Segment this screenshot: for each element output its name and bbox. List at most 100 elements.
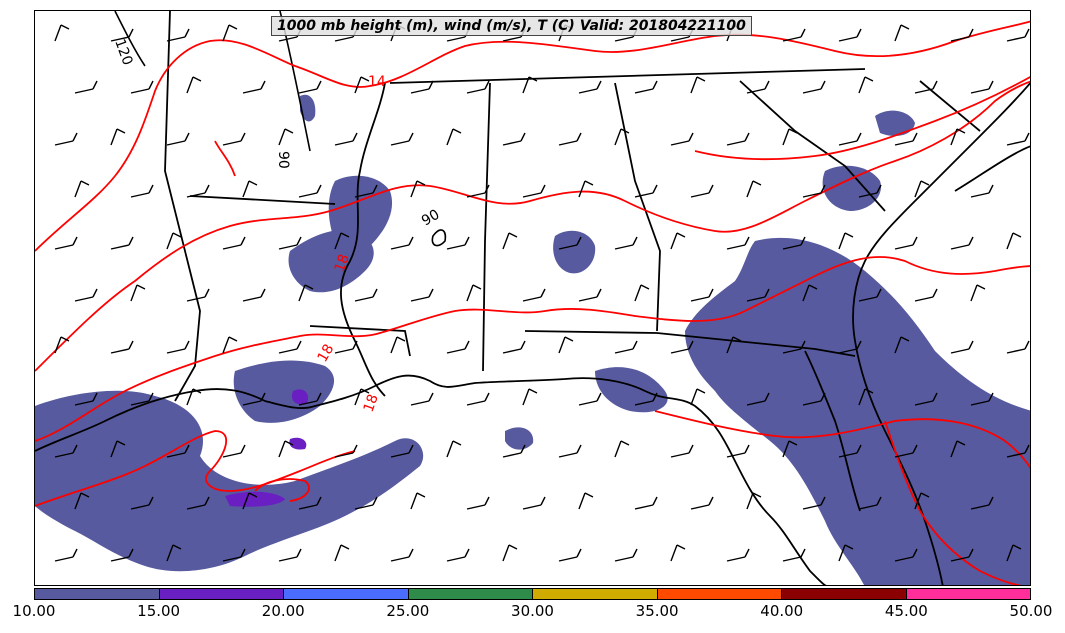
wind-barb-icon xyxy=(278,548,302,562)
wind-barb-icon xyxy=(446,548,470,562)
precip-area-georgia xyxy=(553,230,596,274)
temp-label-18a: 18 xyxy=(332,252,353,274)
wind-barb-icon xyxy=(278,236,302,250)
wind-barb-icon xyxy=(410,80,434,94)
wind-barb-icon xyxy=(914,180,930,198)
wind-barb-icon xyxy=(782,128,798,146)
temp-contour-2 xyxy=(35,20,1030,252)
wind-barb-icon xyxy=(278,128,294,146)
wind-barb-icon xyxy=(690,388,706,406)
wind-barb-icon xyxy=(242,392,266,406)
wind-barb-icon xyxy=(838,340,862,354)
wind-barb-icon xyxy=(578,80,602,94)
wind-barb-icon xyxy=(186,184,210,198)
precip-heavy xyxy=(225,389,309,507)
map-panel: 120 90 90 14 18 18 18 xyxy=(34,10,1031,586)
wind-barb-icon xyxy=(1006,28,1030,42)
colorbar-segment-1 xyxy=(158,589,283,599)
wind-barb-icon xyxy=(110,128,126,146)
wind-barb-icon xyxy=(838,132,862,146)
wind-barb-icon xyxy=(894,132,918,146)
state-border-ga-sc xyxy=(739,80,886,212)
state-border-north xyxy=(389,68,866,84)
atlantic-coastline xyxy=(852,81,1030,585)
wind-barb-icon xyxy=(242,492,258,510)
wind-barb-icon xyxy=(726,336,742,354)
colorbar-tick-label: 45.00 xyxy=(884,602,928,620)
wind-barb-icon xyxy=(354,388,370,406)
precip-area-west-gulf xyxy=(35,396,123,455)
wind-barb-icon xyxy=(970,184,994,198)
wind-barb-icon xyxy=(894,236,918,250)
wind-barb-icon xyxy=(54,236,78,250)
colorbar-segment-6 xyxy=(781,589,906,599)
wind-barb-icon xyxy=(746,492,762,510)
wind-barb-icon xyxy=(130,392,154,406)
wind-barb-icon xyxy=(670,444,694,458)
wind-barb-icon xyxy=(222,444,246,458)
wind-barb-icon xyxy=(74,492,90,510)
colorbar-tick-label: 35.00 xyxy=(635,602,679,620)
wind-barb-icon xyxy=(334,132,358,146)
wind-barb-icon xyxy=(802,392,826,406)
wind-barb-icon xyxy=(466,184,490,198)
wind-barb-icon xyxy=(110,548,134,562)
wind-barb-icon xyxy=(74,392,98,406)
wind-barb-icon xyxy=(186,76,202,94)
wind-barb-icon xyxy=(130,184,154,198)
state-border-tx-la xyxy=(164,11,201,402)
temp-contour-5 xyxy=(654,410,1030,470)
wind-barb-icon xyxy=(746,180,762,198)
wind-barb-icon xyxy=(950,340,974,354)
wind-barb-icon xyxy=(222,236,246,250)
wind-barb-icon xyxy=(970,284,986,302)
wind-barb-icon xyxy=(726,548,750,562)
wind-barb-icon xyxy=(690,184,714,198)
wind-barb-icon xyxy=(914,392,938,406)
wind-barb-icon xyxy=(242,288,266,302)
wind-barb-icon xyxy=(446,128,462,146)
wind-barb-icon xyxy=(746,288,770,302)
colorbar-tick-label: 30.00 xyxy=(511,602,554,620)
wind-barb-icon xyxy=(614,440,630,458)
temp-contour-8 xyxy=(214,140,236,177)
wind-barb-icon xyxy=(970,80,994,94)
height-contour-120 xyxy=(114,11,146,67)
wind-barb-icon xyxy=(466,496,490,510)
colorbar-segment-2 xyxy=(283,589,408,599)
wind-barb-icon xyxy=(110,440,126,458)
wind-barb-icon xyxy=(334,544,350,562)
wind-barb-icon xyxy=(614,340,638,354)
wind-barb-icon xyxy=(950,236,974,250)
wind-barb-icon xyxy=(502,444,526,458)
wind-barb-icon xyxy=(298,184,322,198)
wind-barb-icon xyxy=(130,80,154,94)
precip-shading xyxy=(35,94,1030,585)
wind-barb-icon xyxy=(502,232,518,250)
wind-barb-icon xyxy=(858,496,882,510)
wind-barb-icon xyxy=(410,180,426,198)
wind-barb-icon xyxy=(522,388,538,406)
wind-barb-icon xyxy=(166,544,182,562)
coastlines-borders xyxy=(35,11,1030,585)
height-label-90: 90 xyxy=(275,151,291,169)
wind-barb-icon xyxy=(222,24,238,42)
wind-barb-icon xyxy=(222,548,246,562)
wind-barb-icon xyxy=(1006,232,1022,250)
precip-heavy-1 xyxy=(225,491,285,507)
wind-barb-icon xyxy=(1006,544,1022,562)
state-border-fl-al xyxy=(524,330,856,357)
wind-barb-icon xyxy=(166,132,190,146)
wind-barb-icon xyxy=(298,284,314,302)
wind-barb-icon xyxy=(802,184,826,198)
wind-barb-icon xyxy=(914,288,938,302)
wind-barb-icon xyxy=(782,440,798,458)
temp-contour-6 xyxy=(884,420,1022,585)
wind-barb-icon xyxy=(354,184,378,198)
wind-barb-icon xyxy=(782,236,806,250)
wind-barb-icon xyxy=(110,236,134,250)
wind-barb-icon xyxy=(970,392,994,406)
wind-barb-icon xyxy=(634,284,650,302)
wind-barb-icon xyxy=(578,288,602,302)
wind-barb-icon xyxy=(558,236,582,250)
